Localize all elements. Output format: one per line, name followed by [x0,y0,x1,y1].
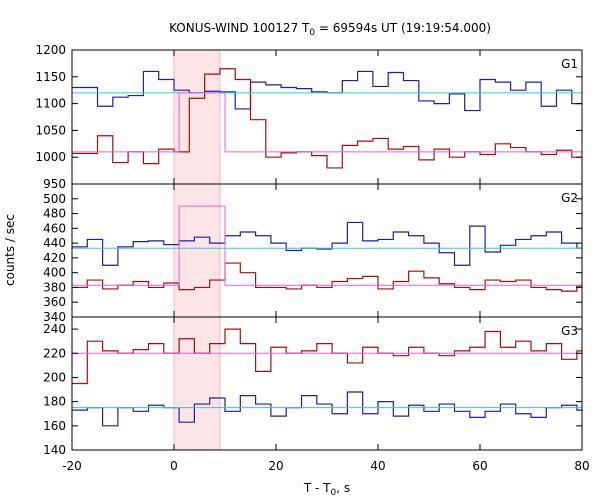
y-tick-label: 1200 [35,43,66,57]
y-tick-label: 140 [43,443,66,457]
shaded-interval [174,50,220,184]
y-tick-label: 440 [43,236,66,250]
panels-group: 95010001050110011501200G1340360380400420… [35,43,589,473]
y-tick-label: 220 [43,346,66,360]
y-tick-label: 500 [43,192,66,206]
y-tick-label: 1000 [35,150,66,164]
y-tick-label: 460 [43,221,66,235]
y-tick-label: 400 [43,266,66,280]
series-blue-line [72,391,582,427]
series-pink-line [72,92,582,153]
x-tick-label: 60 [472,459,487,473]
series-blue-line [72,221,582,266]
panel-frame [71,183,583,318]
series-red-line [72,262,582,292]
y-tick-label: 420 [43,251,66,265]
series-red-line [72,328,582,385]
series-pink-line [72,205,582,286]
x-axis-label: T - T0, s [303,481,350,498]
y-tick-label: 340 [43,310,66,324]
x-tick-label: -20 [62,459,82,473]
x-tick-label: 0 [170,459,178,473]
panel-g1: 950 1000 1050 1100 1150 1200 G1 [35,43,583,191]
y-tick-label: 1150 [35,70,66,84]
y-tick-label: 360 [43,295,66,309]
y-tick-label: 380 [43,280,66,294]
y-tick-label: 200 [43,370,66,384]
y-tick-label: 1100 [35,97,66,111]
shaded-interval [174,317,220,450]
y-tick-label: 950 [43,177,66,191]
x-tick-label: 40 [370,459,385,473]
y-tick-label: 160 [43,419,66,433]
x-tick-labels: -20 0 20 40 60 80 [62,459,589,473]
panel-g3: 140 160 180 200 220 240 G3 [43,316,583,457]
shaded-interval [174,184,220,317]
y-tick-label: 180 [43,395,66,409]
series-blue-line [72,70,582,112]
y-tick-label: 240 [43,322,66,336]
figure-title: KONUS-WIND 100127 T0 = 69594s UT (19:19:… [169,21,491,38]
panel-label: G3 [561,324,578,338]
y-tick-label: 480 [43,207,66,221]
y-tick-label: 1050 [35,123,66,137]
y-axis-label: counts / sec [3,214,17,286]
panel-frame [71,316,583,451]
x-tick-label: 80 [574,459,589,473]
panel-label: G2 [561,191,578,205]
series-red-line [72,68,582,169]
x-tick-label: 20 [268,459,283,473]
panel-label: G1 [561,57,578,71]
